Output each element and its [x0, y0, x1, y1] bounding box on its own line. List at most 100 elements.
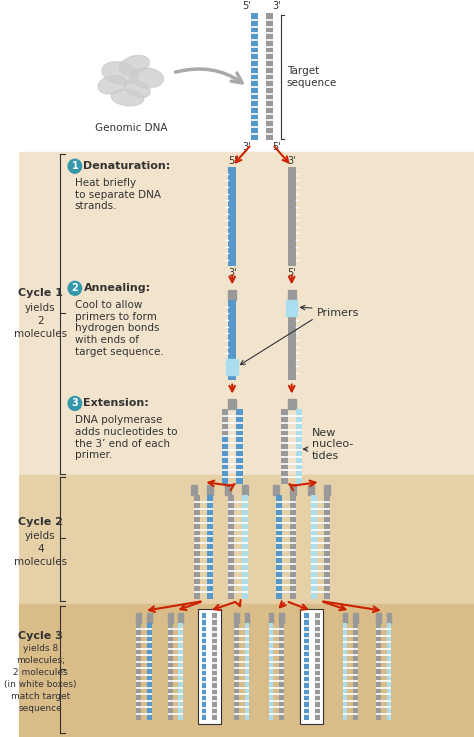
Ellipse shape [111, 90, 144, 105]
Bar [353, 623, 358, 720]
Text: yields: yields [25, 303, 55, 313]
Bar [311, 495, 317, 599]
Text: 2: 2 [37, 316, 44, 326]
Text: Heat briefly
to separate DNA
strands.: Heat briefly to separate DNA strands. [75, 178, 161, 212]
Bar [286, 300, 298, 316]
Text: 3': 3' [273, 1, 281, 11]
Bar [236, 436, 243, 484]
Bar [234, 613, 239, 623]
Bar [343, 623, 347, 720]
Bar [207, 485, 213, 495]
Text: 5': 5' [287, 268, 296, 279]
Text: Genomic DNA: Genomic DNA [95, 122, 168, 133]
Text: 3': 3' [228, 268, 237, 279]
Bar [324, 495, 330, 599]
Bar [343, 613, 347, 623]
Bar [279, 613, 284, 623]
Bar [179, 613, 183, 623]
Bar [207, 495, 213, 599]
Text: molecules;: molecules; [16, 656, 65, 665]
Bar [288, 290, 295, 300]
Bar [269, 623, 273, 720]
Bar [304, 613, 309, 720]
Bar [228, 167, 236, 267]
Bar [228, 399, 236, 410]
Text: molecules: molecules [14, 329, 67, 339]
Text: 3': 3' [242, 142, 250, 153]
Bar [191, 485, 197, 495]
Text: Denaturation:: Denaturation: [83, 161, 171, 171]
Bar [168, 623, 173, 720]
Ellipse shape [124, 80, 150, 97]
Bar [301, 609, 323, 724]
Bar [266, 13, 273, 140]
Bar [281, 410, 288, 436]
Bar [376, 623, 381, 720]
Text: Cycle 3: Cycle 3 [18, 631, 63, 640]
Bar [136, 623, 141, 720]
Text: 1: 1 [72, 161, 78, 171]
Ellipse shape [130, 68, 164, 88]
Bar [279, 623, 284, 720]
Text: match target: match target [11, 692, 70, 701]
Bar [324, 485, 330, 495]
Bar [19, 153, 474, 475]
Bar [212, 613, 217, 720]
Text: Cycle 1: Cycle 1 [18, 288, 63, 298]
Bar [136, 613, 141, 623]
Bar [245, 623, 249, 720]
Ellipse shape [102, 62, 138, 84]
Bar [276, 495, 282, 599]
Text: sequence: sequence [18, 704, 62, 713]
Bar [222, 410, 228, 436]
Circle shape [68, 159, 82, 173]
Text: Cool to allow
primers to form
hydrogen bonds
with ends of
target sequence.: Cool to allow primers to form hydrogen b… [75, 300, 164, 357]
Text: New
nucleo-
tides: New nucleo- tides [312, 427, 353, 461]
Bar [228, 495, 234, 599]
Bar [290, 485, 295, 495]
Text: Primers: Primers [317, 308, 359, 318]
Bar [198, 609, 221, 724]
Bar [269, 613, 273, 623]
Text: 4: 4 [37, 545, 44, 554]
Bar [281, 436, 288, 484]
Text: yields 8: yields 8 [23, 644, 58, 653]
Text: DNA polymerase
adds nucleotides to
the 3’ end of each
primer.: DNA polymerase adds nucleotides to the 3… [75, 416, 177, 460]
Bar [315, 613, 319, 720]
Bar [387, 623, 392, 720]
Bar [290, 495, 295, 599]
Text: 5': 5' [228, 156, 237, 167]
Bar [295, 410, 302, 436]
Text: 2 molecules: 2 molecules [13, 668, 68, 677]
Text: Target
sequence: Target sequence [287, 66, 337, 88]
Bar [242, 485, 247, 495]
Bar [228, 300, 236, 380]
Bar [288, 399, 295, 410]
Bar [19, 604, 474, 737]
Text: 5': 5' [242, 1, 250, 11]
Bar [194, 495, 200, 599]
Bar [353, 613, 358, 623]
Text: 5': 5' [273, 142, 281, 153]
Bar [228, 290, 236, 300]
Bar [179, 623, 183, 720]
Bar [226, 485, 231, 495]
Bar [242, 495, 247, 599]
Bar [387, 613, 392, 623]
Circle shape [68, 282, 82, 296]
Bar [227, 359, 238, 374]
Bar [168, 613, 173, 623]
Bar [201, 613, 206, 720]
Bar [288, 167, 295, 267]
Bar [273, 485, 279, 495]
Text: (in white boxes): (in white boxes) [4, 680, 77, 689]
Bar [236, 410, 243, 436]
Bar [308, 485, 314, 495]
Bar [295, 436, 302, 484]
Bar [376, 613, 381, 623]
Bar [19, 475, 474, 604]
Bar [19, 5, 474, 153]
Bar [288, 300, 295, 380]
Circle shape [68, 397, 82, 411]
Text: Annealing:: Annealing: [83, 283, 151, 293]
